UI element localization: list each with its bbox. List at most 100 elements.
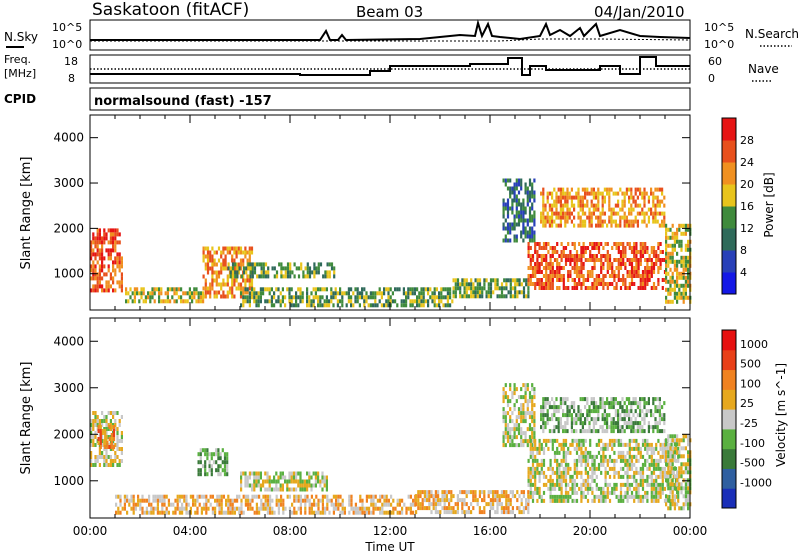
power-cell xyxy=(418,299,421,304)
velocity-cell xyxy=(608,498,612,503)
power-cell xyxy=(682,283,685,288)
power-cell xyxy=(234,274,237,279)
velocity-cell xyxy=(456,498,459,503)
power-cell xyxy=(138,291,141,296)
velocity-cell xyxy=(524,387,527,392)
power-cell xyxy=(575,258,579,262)
nsky-label: N.Sky xyxy=(4,30,38,44)
velocity-cell xyxy=(590,409,593,414)
velocity-cell xyxy=(540,405,543,410)
velocity-cell xyxy=(494,498,497,503)
velocity-cell xyxy=(301,479,304,484)
power-cell xyxy=(569,274,572,278)
velocity-cell xyxy=(584,438,587,443)
power-cell xyxy=(667,259,670,264)
power-cell xyxy=(90,264,93,269)
power-cell xyxy=(264,262,268,267)
velocity-cell xyxy=(249,498,252,503)
velocity-cell xyxy=(584,458,587,463)
velocity-cell xyxy=(522,506,525,511)
velocity-cell xyxy=(619,425,622,430)
power-cell xyxy=(407,287,410,292)
power-cell xyxy=(542,282,546,286)
velocity-cell xyxy=(573,490,576,495)
power-cell xyxy=(112,244,115,249)
nsearch-trace xyxy=(90,38,691,42)
velocity-cell xyxy=(103,415,106,419)
power-cell xyxy=(334,287,337,292)
velocity-cell xyxy=(637,446,640,451)
velocity-cell xyxy=(608,413,611,418)
power-cell xyxy=(671,231,674,236)
power-cell xyxy=(280,266,283,271)
power-cell xyxy=(101,256,104,261)
power-cell xyxy=(623,223,626,228)
velocity-cell xyxy=(650,458,653,463)
velocity-cell xyxy=(509,427,512,432)
power-cell xyxy=(527,294,530,299)
velocity-cell xyxy=(275,479,278,484)
velocity-cell xyxy=(687,450,690,455)
velocity-cell xyxy=(242,494,245,499)
velocity-cell xyxy=(337,506,340,511)
power-cell xyxy=(528,226,532,231)
velocity-cell xyxy=(376,498,379,503)
power-cell xyxy=(517,178,521,183)
velocity-cell xyxy=(580,462,583,467)
power-cell xyxy=(551,270,554,274)
power-cell xyxy=(314,295,317,300)
velocity-cell xyxy=(635,446,638,451)
velocity-cell xyxy=(602,490,605,495)
power-cell xyxy=(280,270,283,275)
velocity-cell xyxy=(615,458,618,463)
power-cell xyxy=(527,242,530,246)
velocity-cell xyxy=(244,494,247,499)
power-cell xyxy=(517,214,521,219)
power-cell xyxy=(669,279,672,284)
velocity-cell xyxy=(682,446,685,451)
velocity-cell xyxy=(625,421,628,426)
power-cell xyxy=(628,195,631,200)
power-cell xyxy=(319,303,322,308)
velocity-cell xyxy=(264,471,267,476)
velocity-cell xyxy=(542,490,546,495)
power-cell xyxy=(608,262,612,266)
velocity-cell xyxy=(639,446,642,451)
velocity-cell xyxy=(264,479,267,484)
power-cell xyxy=(446,287,449,292)
velocity-cell xyxy=(597,450,601,455)
power-cell xyxy=(665,271,668,276)
velocity-cell xyxy=(595,454,598,459)
power-cell xyxy=(604,258,607,262)
power-cell xyxy=(114,248,117,253)
power-cell xyxy=(500,294,504,299)
velocity-cell xyxy=(504,395,507,400)
velocity-cell xyxy=(119,498,122,503)
velocity-cell xyxy=(520,403,523,408)
power-cell xyxy=(228,246,232,251)
power-cell xyxy=(90,244,93,249)
power-cell xyxy=(520,290,523,295)
velocity-cell xyxy=(578,470,581,475)
velocity-cell xyxy=(684,462,687,467)
power-cell xyxy=(385,303,388,308)
power-cell xyxy=(633,266,636,270)
velocity-cell xyxy=(192,494,195,499)
velocity-cell xyxy=(573,486,576,491)
velocity-cell xyxy=(677,458,680,463)
velocity-cell xyxy=(181,510,184,515)
velocity-cell xyxy=(317,510,320,515)
velocity-cell xyxy=(612,405,615,410)
velocity-cell xyxy=(623,429,626,434)
power-cell xyxy=(409,291,412,296)
power-cell xyxy=(496,282,499,287)
power-cell xyxy=(227,266,230,271)
velocity-cell xyxy=(192,502,195,507)
power-cell xyxy=(513,194,516,199)
velocity-cell xyxy=(306,487,309,492)
velocity-cell xyxy=(628,458,631,463)
velocity-cell xyxy=(604,474,607,479)
power-cell xyxy=(589,270,592,274)
velocity-cell xyxy=(556,478,559,483)
velocity-cell xyxy=(260,506,263,511)
